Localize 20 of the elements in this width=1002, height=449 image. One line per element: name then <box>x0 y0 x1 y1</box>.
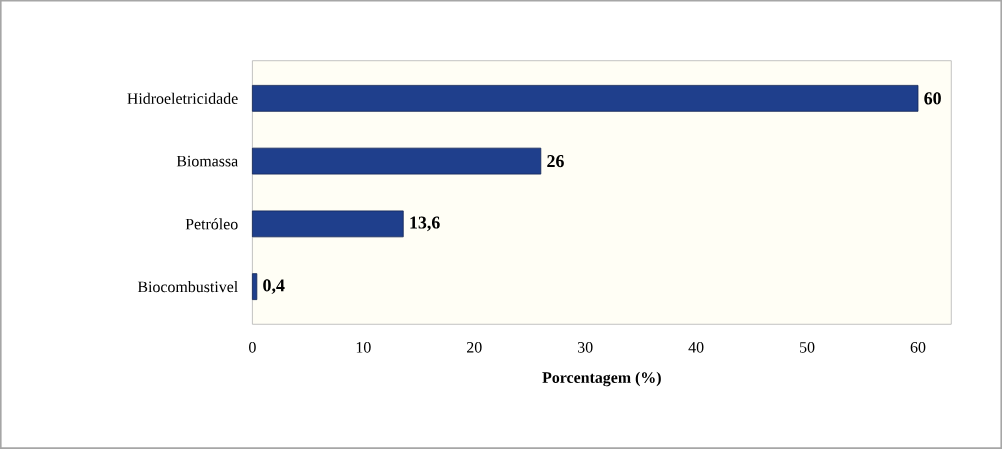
x-tick-label: 10 <box>356 342 371 353</box>
data-label: 60 <box>924 92 941 105</box>
y-tick-label: Hidroeletricidade <box>127 92 238 105</box>
x-tick-label: 20 <box>466 342 482 353</box>
x-axis-title: Porcentagem (%) <box>542 371 661 387</box>
bar <box>252 147 542 175</box>
x-tick-label: 30 <box>577 342 593 353</box>
bar <box>252 85 919 112</box>
x-tick-label: 40 <box>688 342 704 353</box>
bar <box>252 210 404 238</box>
x-tick-label: 0 <box>249 342 256 353</box>
bar <box>252 273 258 301</box>
x-tick-label: 50 <box>800 342 815 353</box>
data-label: 26 <box>547 155 564 168</box>
y-tick-label: Biocombustivel <box>137 281 238 293</box>
x-tick-label: 60 <box>910 342 926 353</box>
y-tick-label: Biomassa <box>176 155 238 167</box>
data-label: 13,6 <box>410 216 440 232</box>
y-tick-label: Petróleo <box>185 218 238 230</box>
data-label: 0,4 <box>263 279 285 295</box>
